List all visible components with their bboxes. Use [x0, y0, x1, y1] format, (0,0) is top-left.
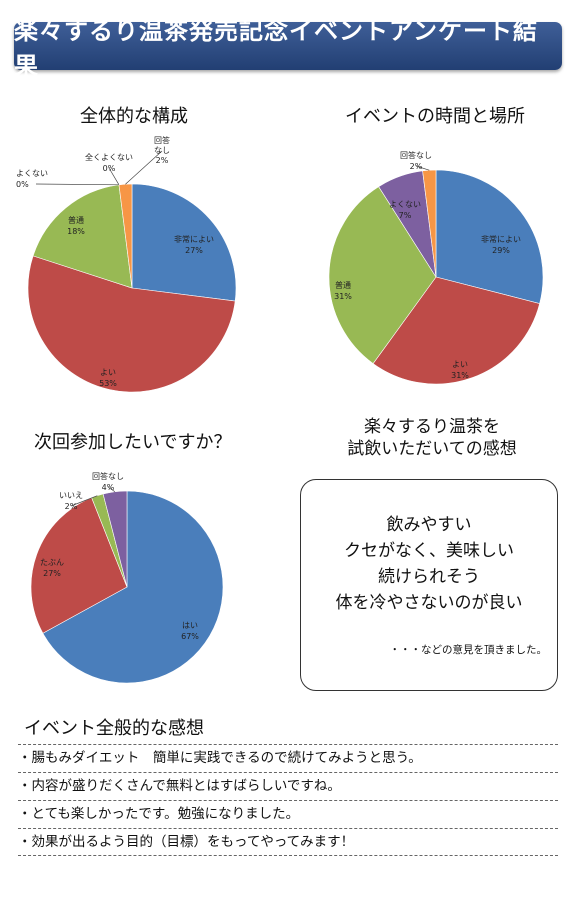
pie-chart-next-participation: はい 67% たぶん 27% いいえ 2% 回答なし 4%: [30, 471, 224, 684]
chart-title-next-participation: 次回参加したいですか？: [34, 432, 232, 453]
slice-label: よくない 7%: [389, 200, 421, 220]
slice-label: たぶん 27%: [40, 558, 64, 578]
slice-label: 普通 18%: [67, 215, 85, 236]
leader-line: [35, 183, 119, 186]
pie-slice: [32, 184, 133, 289]
slice-label: 回答なし 2%: [154, 135, 170, 165]
chart-title-overall: 全体的な構成: [80, 106, 188, 127]
feedback-box: 飲みやすい クセがなく、美味しい 続けられそう 体を冷やさないのが良い ・・・な…: [300, 479, 558, 691]
feedback-heading-line2: 試飲いただいての感想: [347, 439, 517, 459]
feedback-heading: 楽々するり温茶を 試飲いただいての感想: [300, 416, 564, 460]
slice-label: 全くよくない 0%: [85, 152, 133, 173]
page-title: 楽々するり温茶発売記念イベントアンケート結果: [14, 17, 539, 80]
slice-label: いいえ 2%: [59, 491, 83, 511]
page-banner: 楽々するり温茶発売記念イベントアンケート結果: [14, 17, 562, 80]
feedback-line: クセがなく、美味しい: [344, 541, 514, 561]
pie-slice: [435, 169, 544, 304]
general-impressions-heading: イベント全般的な感想: [24, 718, 204, 739]
pie-slice: [27, 255, 236, 393]
feedback-heading-line1: 楽々するり温茶を: [364, 417, 500, 437]
pie-slice: [118, 183, 133, 289]
slice-label: 非常によい 27%: [174, 234, 214, 255]
slice-label: 普通 31%: [334, 280, 352, 301]
comment-item: ・とても楽しかったです。勉強になりました。: [18, 800, 558, 828]
pie-slice: [131, 183, 237, 302]
chart-title-time-place: イベントの時間と場所: [345, 106, 525, 127]
leader-line: [415, 165, 430, 171]
slice-label: はい 67%: [181, 621, 199, 641]
leader-line: [70, 495, 98, 507]
comment-list: ・腸もみダイエット 簡単に実践できるので続けてみようと思う。 ・内容が盛りだくさ…: [18, 744, 558, 856]
pie-slice: [102, 490, 128, 588]
pie-chart-overall: 非常によい 27% よい 53% 普通 18% よくない 0% 全くよくない 0% 回答なし 2%: [16, 135, 237, 393]
leader-line: [108, 167, 120, 185]
slice-label: 回答なし 4%: [92, 471, 124, 492]
slice-label: よい 31%: [451, 360, 469, 380]
slice-label: 回答なし 2%: [400, 150, 432, 171]
comment-item: ・効果が出るよう目的（目標）をもってやってみます！: [18, 828, 558, 856]
slice-label: よくない 0%: [16, 169, 48, 189]
leader-line: [107, 486, 116, 493]
slice-label: 非常によい 29%: [481, 234, 521, 255]
pie-slice: [30, 497, 128, 634]
feedback-note: ・・・などの意見を頂きました。: [389, 644, 548, 656]
pie-slice: [372, 276, 541, 385]
leader-line: [125, 150, 163, 185]
slice-label: よい 53%: [99, 368, 117, 388]
pie-slice: [42, 490, 224, 684]
feedback-line: 続けられそう: [378, 567, 480, 587]
comment-item: ・腸もみダイエット 簡単に実践できるので続けてみようと思う。: [18, 744, 558, 772]
feedback-line: 体を冷やさないのが良い: [335, 593, 523, 613]
feedback-line: 飲みやすい: [386, 515, 472, 535]
pie-slice: [328, 186, 437, 364]
comment-item: ・内容が盛りだくさんで無料とはすばらしいですね。: [18, 772, 558, 800]
pie-chart-time-place: 非常によい 29% よい 31% 普通 31% よくない 7% 回答なし 2%: [328, 150, 544, 385]
